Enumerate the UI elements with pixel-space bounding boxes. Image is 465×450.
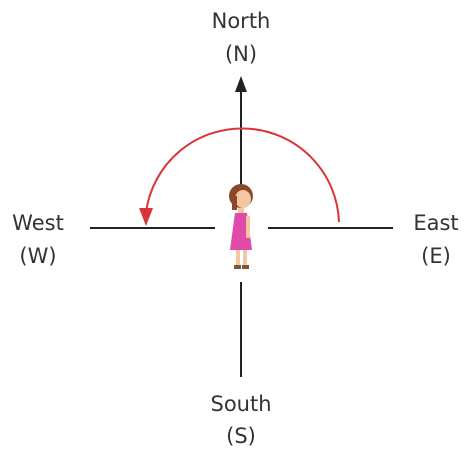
compass-diagram: North (N) West (W) East (E) South (S)	[0, 0, 465, 450]
direction-name: East	[413, 211, 458, 235]
direction-abbr: (N)	[225, 42, 257, 66]
direction-abbr: (S)	[226, 424, 256, 448]
direction-name: West	[12, 211, 64, 235]
north-arrowhead	[235, 76, 247, 92]
girl-figure	[229, 184, 253, 269]
direction-abbr: (E)	[421, 244, 451, 268]
turn-arrowhead	[139, 208, 153, 226]
direction-abbr: (W)	[19, 244, 56, 268]
direction-name: South	[210, 392, 271, 416]
direction-name: North	[212, 9, 271, 33]
